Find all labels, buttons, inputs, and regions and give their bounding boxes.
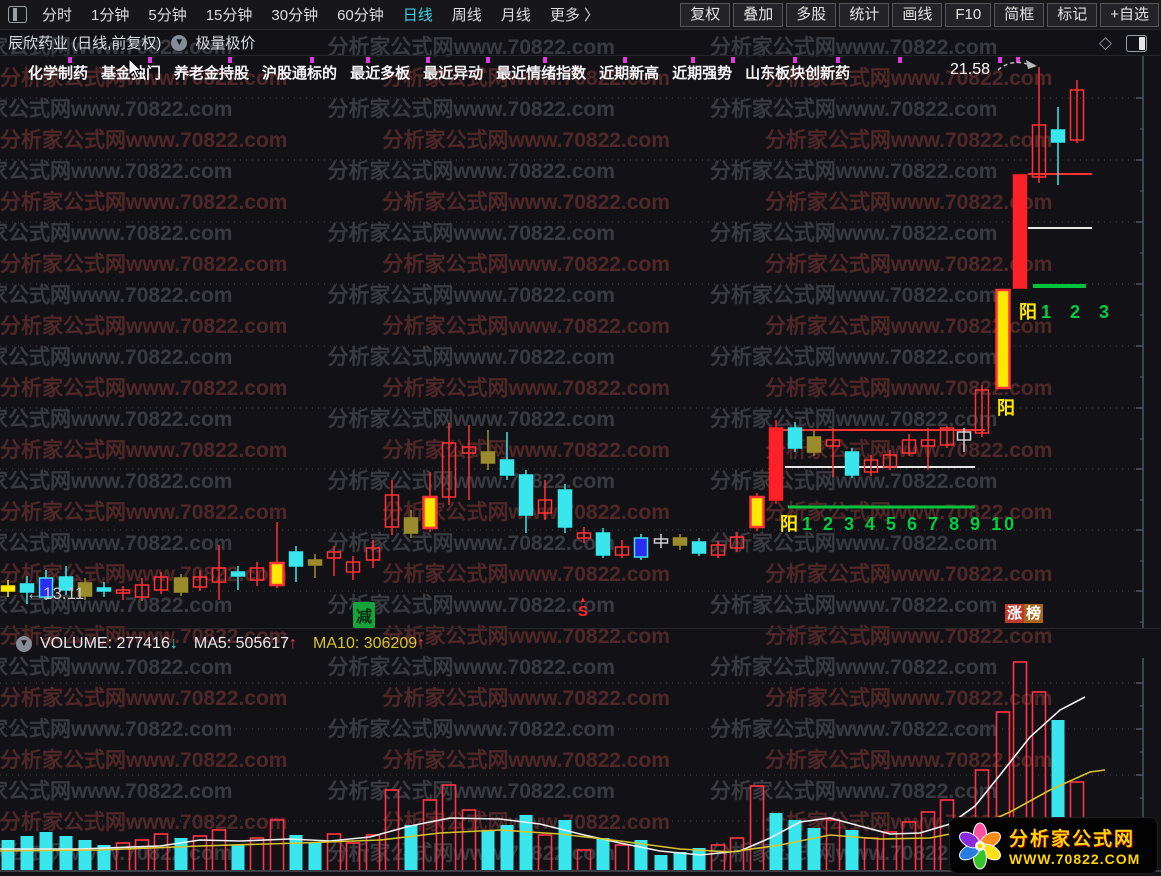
tool-menu: 复权 叠加 多股 统计 画线 F10 简框 标记 +自选 <box>680 2 1159 27</box>
sector-tag-1[interactable]: 化学制药 <box>28 65 89 82</box>
stock-title: 辰欣药业 (日线,前复权) <box>8 35 162 52</box>
flower-icon <box>959 822 1001 869</box>
sector-tag-10[interactable]: 山东板块创新药 <box>745 65 851 82</box>
tool-button-4[interactable]: 统计 <box>839 2 890 27</box>
chevron-down-icon[interactable]: ▼ <box>171 34 188 51</box>
top-menu-bar: 分时 1分钟 5分钟 15分钟 30分钟 60分钟 日线 周线 月线 更多 〉 复权 叠加 多股 统计画… <box>0 0 1161 30</box>
rank-badge: 涨榜 <box>1005 604 1044 623</box>
price-high-label: 21.58 <box>950 61 991 78</box>
main-chart-canvas[interactable] <box>0 56 1161 628</box>
mouse-cursor <box>128 58 143 79</box>
volume-value: VOLUME: 277416↓ <box>40 634 178 652</box>
up-arrow-icon: ↑ <box>289 634 298 652</box>
period-tab-8[interactable]: 周线 <box>451 7 482 24</box>
triangle-up-icon: ▲ <box>579 595 587 604</box>
tool-button-9[interactable]: +自选 <box>1100 2 1159 27</box>
period-tab-10[interactable]: 更多 〉 <box>549 7 599 24</box>
sector-tag-4[interactable]: 沪股通标的 <box>262 65 338 82</box>
period-tab-2[interactable]: 1分钟 <box>91 7 130 24</box>
sector-tag-6[interactable]: 最近异动 <box>423 65 484 82</box>
sector-tags-row: 化学制药基金独门养老金持股沪股通标的最近多板最近异动最近情绪指数近期新高近期强势… <box>28 62 850 83</box>
period-tab-4[interactable]: 15分钟 <box>205 7 253 24</box>
pane-layout-icon[interactable] <box>1126 34 1147 52</box>
sector-tag-3[interactable]: 养老金持股 <box>174 65 250 82</box>
title-bar: 辰欣药业 (日线,前复权) ▼ 极量极价 ◇ <box>0 30 1161 56</box>
down-arrow-icon: ↓ <box>169 634 178 652</box>
tool-button-8[interactable]: 标记 <box>1047 2 1098 27</box>
logo-url: WWW.70822.COM <box>1009 851 1141 867</box>
period-tab-3[interactable]: 5分钟 <box>148 7 187 24</box>
site-logo: 分析家公式网 WWW.70822.COM <box>949 817 1158 874</box>
tool-button-6[interactable]: F10 <box>945 2 992 27</box>
period-tab-6[interactable]: 60分钟 <box>337 7 384 24</box>
sector-tag-9[interactable]: 近期强势 <box>672 65 733 82</box>
indicator-name[interactable]: 极量极价 <box>195 35 256 52</box>
sell-marker: ▲ S <box>578 595 589 620</box>
period-menu: 分时 1分钟 5分钟 15分钟 30分钟 60分钟 日线 周线 月线 更多 〉 <box>42 4 599 25</box>
yang-numbers: 1 2 3 <box>1041 302 1117 322</box>
diamond-icon[interactable]: ◇ <box>1098 33 1112 52</box>
up-arrow-icon: ↑ <box>417 634 426 652</box>
yang-numbers: 1 2 3 4 5 6 7 8 9 10 <box>802 514 1018 534</box>
price-low-label: ←13.11 <box>26 584 85 603</box>
tool-button-2[interactable]: 叠加 <box>733 2 784 27</box>
period-tab-1[interactable]: 分时 <box>42 7 73 24</box>
volume-header: ▼ VOLUME: 277416↓ MA5: 505617↑ MA10: 306… <box>0 628 1161 658</box>
yang-prefix: 阳 <box>780 514 798 534</box>
sector-tag-8[interactable]: 近期新高 <box>599 65 660 82</box>
tool-button-5[interactable]: 画线 <box>892 2 943 27</box>
period-tab-9[interactable]: 月线 <box>500 7 531 24</box>
sector-tag-5[interactable]: 最近多板 <box>350 65 411 82</box>
logo-title: 分析家公式网 <box>1009 829 1136 850</box>
period-tab-7[interactable]: 日线 <box>402 7 433 24</box>
ma10-value: MA10: 306209↑ <box>313 634 426 652</box>
yang-single-label: 阳 <box>997 398 1015 418</box>
chevron-down-icon[interactable]: ▼ <box>16 635 32 652</box>
panel-toggle-icon[interactable] <box>8 6 27 23</box>
reduce-badge: 减 <box>353 602 376 628</box>
tool-button-3[interactable]: 多股 <box>786 2 837 27</box>
period-tab-5[interactable]: 30分钟 <box>271 7 319 24</box>
yang-prefix: 阳 <box>1019 302 1037 322</box>
tool-button-1[interactable]: 复权 <box>680 2 731 27</box>
tool-button-7[interactable]: 简框 <box>994 2 1045 27</box>
sector-tag-7[interactable]: 最近情绪指数 <box>496 65 587 82</box>
ma5-value: MA5: 505617↑ <box>193 634 298 652</box>
